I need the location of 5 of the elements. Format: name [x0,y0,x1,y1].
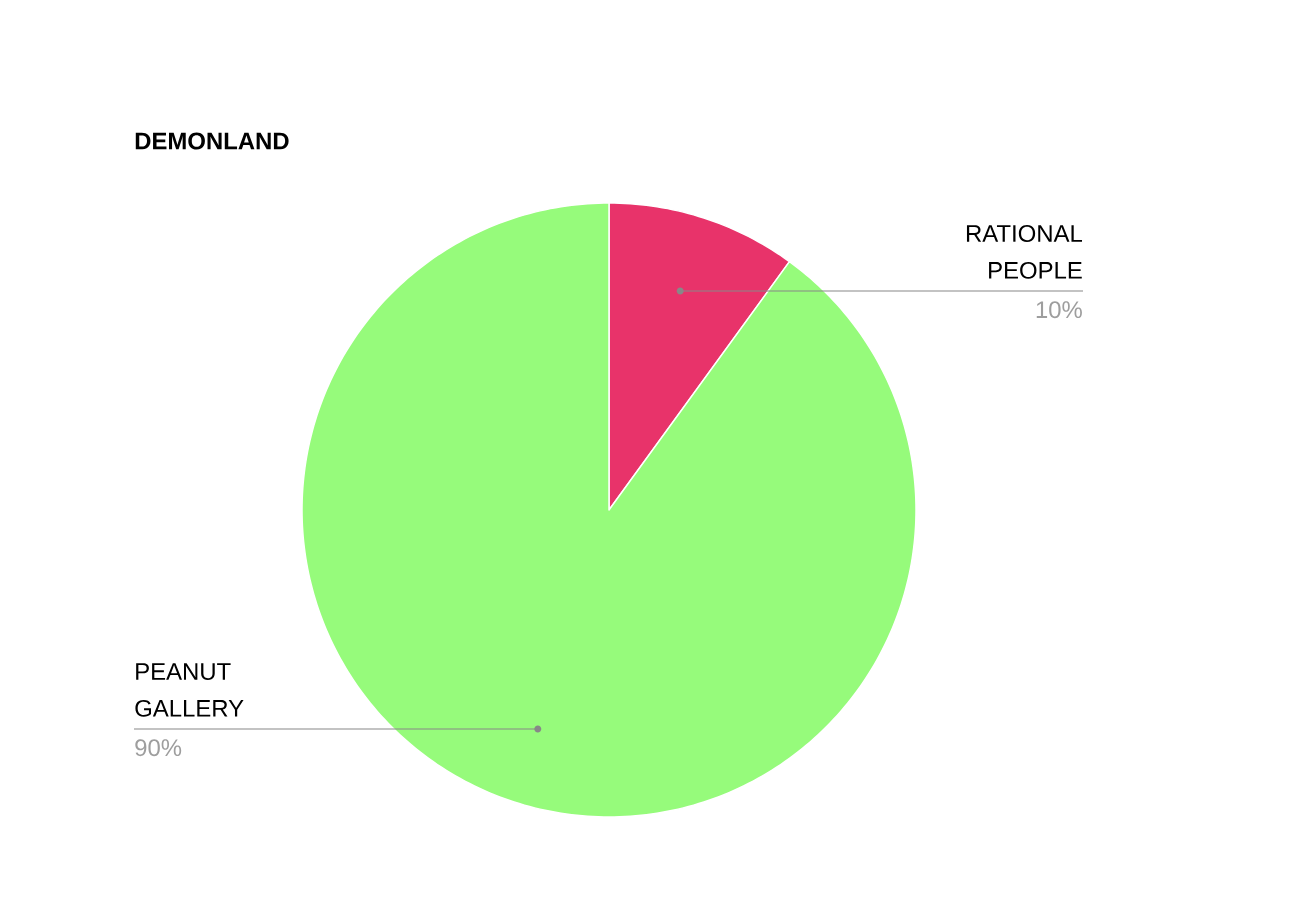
chart-title: DEMONLAND [135,132,289,150]
data-label: 90% [135,739,182,757]
slice-label: PEANUT GALLERY [135,663,244,717]
slice-label: RATIONAL PEOPLE [966,225,1083,279]
data-label: 10% [1036,301,1082,319]
